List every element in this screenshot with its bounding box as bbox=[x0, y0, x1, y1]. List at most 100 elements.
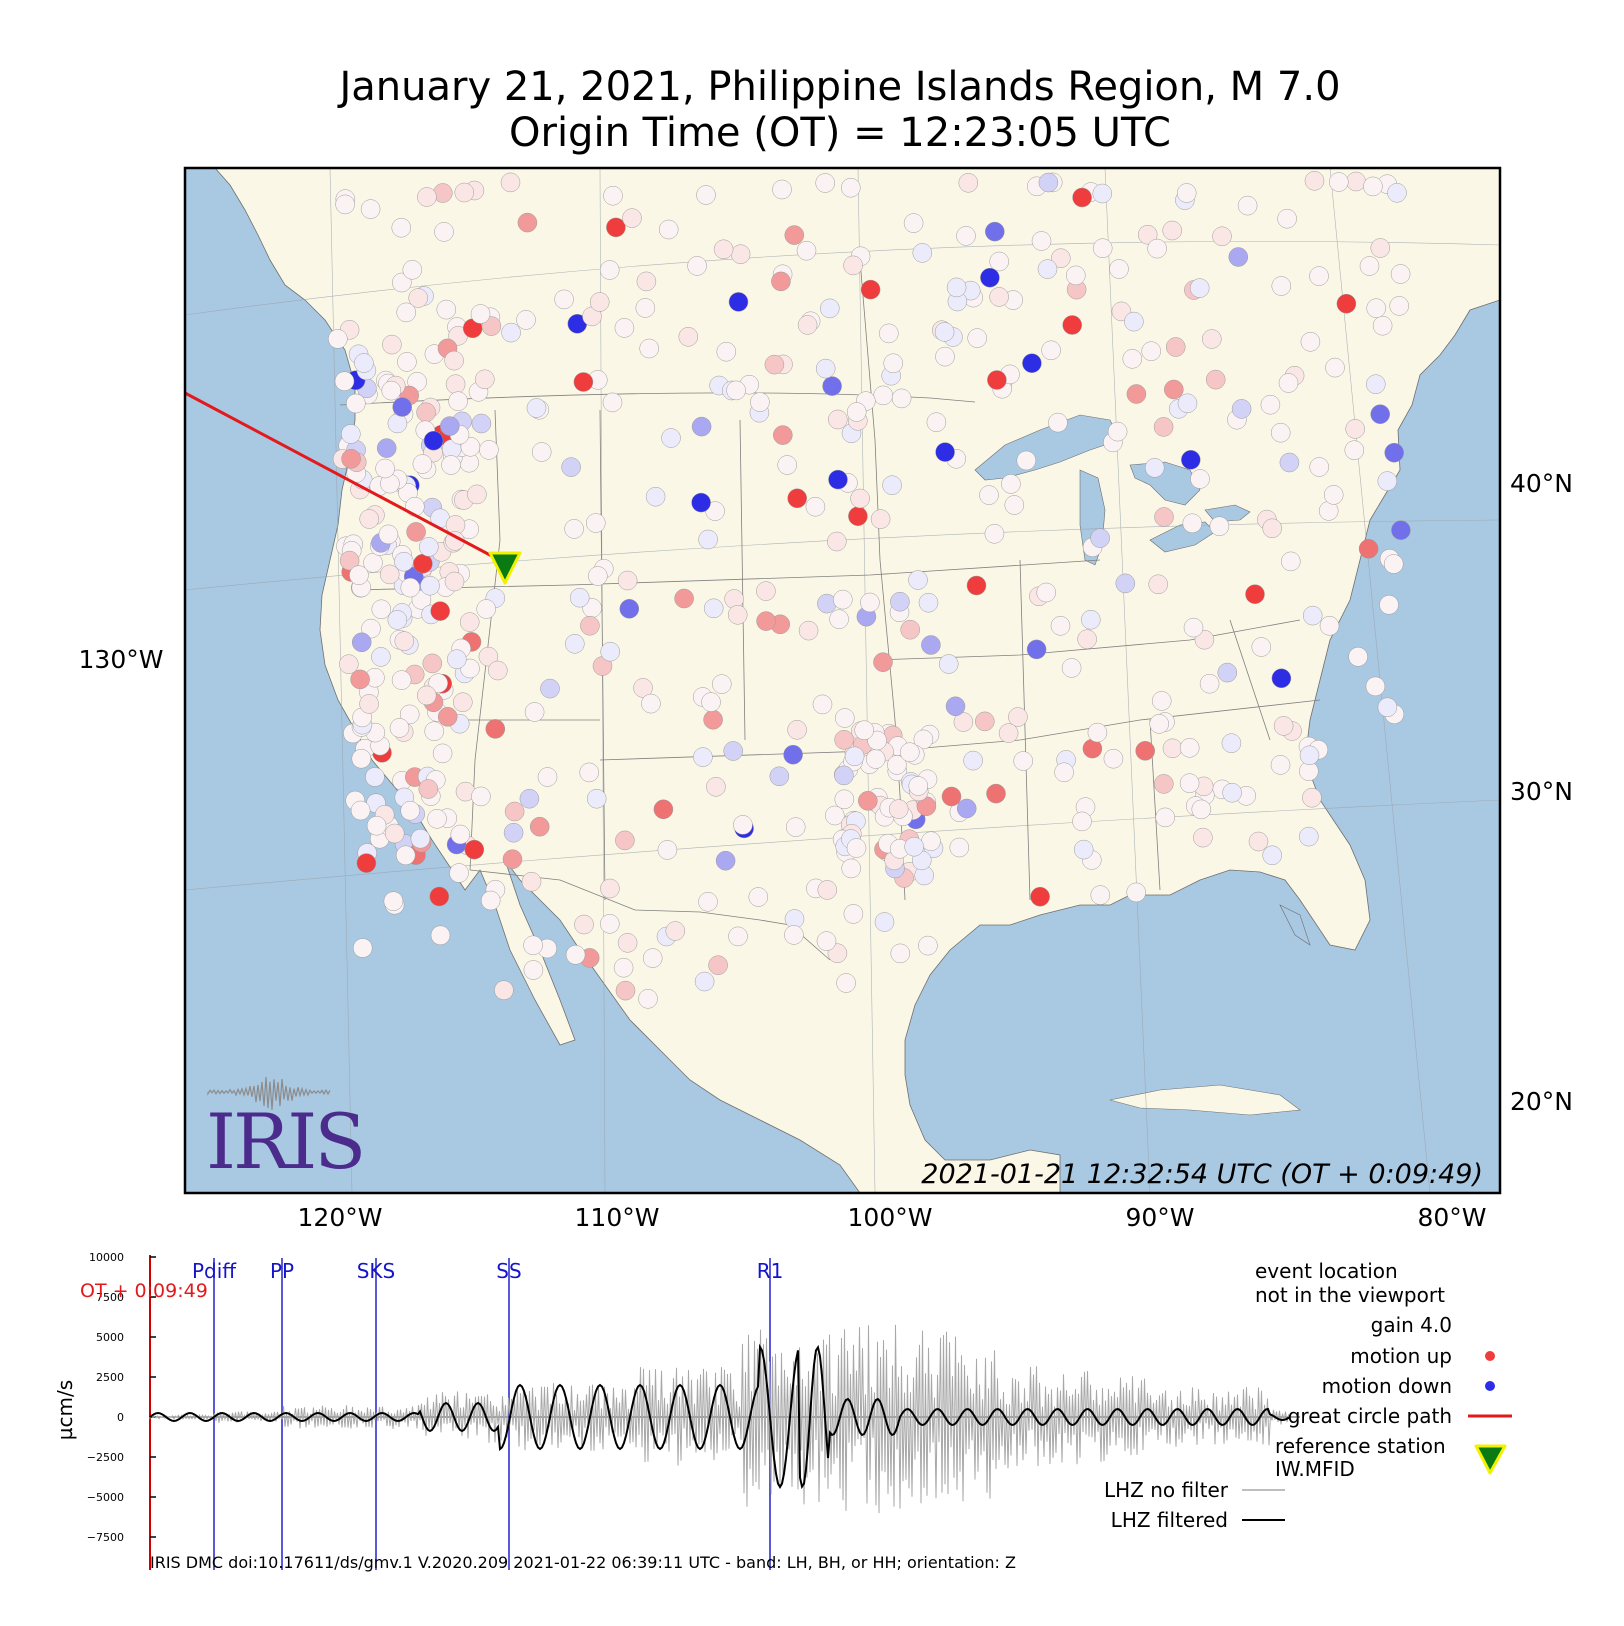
station-marker bbox=[537, 767, 558, 787]
station-marker bbox=[805, 496, 826, 517]
station-marker bbox=[822, 376, 842, 396]
station-marker bbox=[434, 222, 454, 242]
station-marker bbox=[693, 747, 713, 767]
station-marker bbox=[416, 402, 436, 423]
station-marker bbox=[382, 334, 402, 355]
lon-label-130w: 130°W bbox=[79, 645, 164, 674]
legend-motion-down: motion down bbox=[1322, 1374, 1452, 1398]
station-marker bbox=[554, 289, 574, 310]
station-marker bbox=[488, 660, 508, 681]
station-marker bbox=[350, 669, 370, 690]
station-marker bbox=[706, 777, 726, 797]
station-marker bbox=[540, 678, 560, 699]
station-marker bbox=[1013, 751, 1033, 771]
station-marker bbox=[935, 346, 955, 367]
station-marker bbox=[447, 649, 467, 669]
station-marker bbox=[1202, 329, 1222, 349]
station-marker bbox=[564, 519, 584, 539]
station-marker bbox=[1004, 495, 1025, 515]
station-marker bbox=[412, 454, 433, 474]
station-marker bbox=[449, 863, 469, 883]
station-marker bbox=[422, 653, 443, 674]
station-marker bbox=[392, 272, 412, 293]
station-marker bbox=[728, 926, 748, 947]
station-marker bbox=[411, 590, 432, 610]
station-marker bbox=[328, 329, 348, 349]
station-marker bbox=[921, 831, 941, 851]
station-marker bbox=[642, 948, 663, 968]
station-marker bbox=[949, 837, 970, 858]
station-marker bbox=[1073, 839, 1094, 860]
station-marker bbox=[865, 749, 886, 769]
station-marker bbox=[854, 720, 874, 740]
station-marker bbox=[1177, 393, 1198, 414]
station-marker bbox=[1092, 238, 1113, 258]
legend-motion-up: motion up bbox=[1350, 1344, 1452, 1368]
station-marker bbox=[1251, 637, 1272, 657]
station-marker bbox=[504, 801, 525, 822]
station-marker bbox=[645, 486, 666, 507]
station-marker bbox=[1176, 183, 1197, 203]
station-marker bbox=[841, 858, 861, 879]
station-marker bbox=[873, 652, 893, 672]
station-marker bbox=[424, 721, 444, 741]
station-marker bbox=[891, 388, 912, 409]
station-marker bbox=[574, 914, 594, 935]
station-marker bbox=[723, 741, 743, 761]
station-marker bbox=[602, 392, 623, 413]
station-marker bbox=[708, 955, 728, 975]
station-marker bbox=[569, 587, 590, 608]
station-marker bbox=[1309, 266, 1329, 286]
station-marker bbox=[835, 708, 855, 728]
station-marker bbox=[406, 522, 426, 542]
station-marker bbox=[1270, 422, 1291, 443]
station-marker bbox=[956, 798, 977, 819]
station-marker bbox=[836, 973, 856, 993]
station-marker bbox=[586, 513, 606, 533]
station-marker bbox=[1062, 315, 1082, 335]
seismogram-legend: event location not in the viewport gain … bbox=[1104, 1259, 1512, 1532]
station-marker bbox=[1271, 668, 1292, 689]
station-marker bbox=[400, 577, 421, 598]
title-line-1: January 21, 2021, Philippine Islands Reg… bbox=[336, 64, 1340, 110]
station-marker bbox=[1281, 551, 1301, 572]
station-marker bbox=[399, 704, 420, 725]
station-marker bbox=[1090, 885, 1111, 905]
station-marker bbox=[1260, 394, 1281, 415]
station-marker bbox=[966, 575, 987, 596]
station-marker bbox=[850, 488, 870, 509]
legend-great-circle: great circle path bbox=[1288, 1404, 1452, 1428]
station-marker bbox=[817, 880, 838, 900]
station-marker bbox=[523, 960, 544, 980]
station-marker bbox=[908, 776, 929, 796]
station-marker bbox=[828, 469, 848, 490]
station-marker bbox=[1325, 357, 1345, 378]
station-marker bbox=[356, 853, 377, 873]
station-marker bbox=[1182, 513, 1203, 534]
station-marker bbox=[478, 646, 499, 667]
station-marker bbox=[573, 372, 594, 392]
station-marker bbox=[1107, 421, 1128, 442]
station-marker bbox=[430, 601, 450, 621]
station-marker bbox=[1048, 412, 1068, 433]
station-marker bbox=[437, 707, 458, 727]
station-marker bbox=[756, 611, 776, 631]
station-marker bbox=[402, 260, 423, 280]
station-marker bbox=[879, 323, 899, 344]
station-marker bbox=[1077, 629, 1097, 649]
station-marker bbox=[565, 634, 585, 654]
station-marker bbox=[1209, 516, 1230, 536]
station-marker bbox=[565, 945, 586, 965]
station-marker bbox=[750, 392, 770, 412]
station-marker bbox=[379, 564, 400, 585]
station-marker bbox=[798, 620, 819, 641]
station-marker bbox=[371, 647, 391, 667]
station-marker bbox=[773, 425, 793, 445]
legend-reference-station-2: IW.MFID bbox=[1275, 1457, 1355, 1481]
station-marker bbox=[908, 570, 928, 590]
station-marker bbox=[829, 609, 849, 629]
station-marker bbox=[1092, 183, 1113, 204]
station-marker bbox=[636, 271, 657, 292]
station-marker bbox=[427, 809, 447, 829]
